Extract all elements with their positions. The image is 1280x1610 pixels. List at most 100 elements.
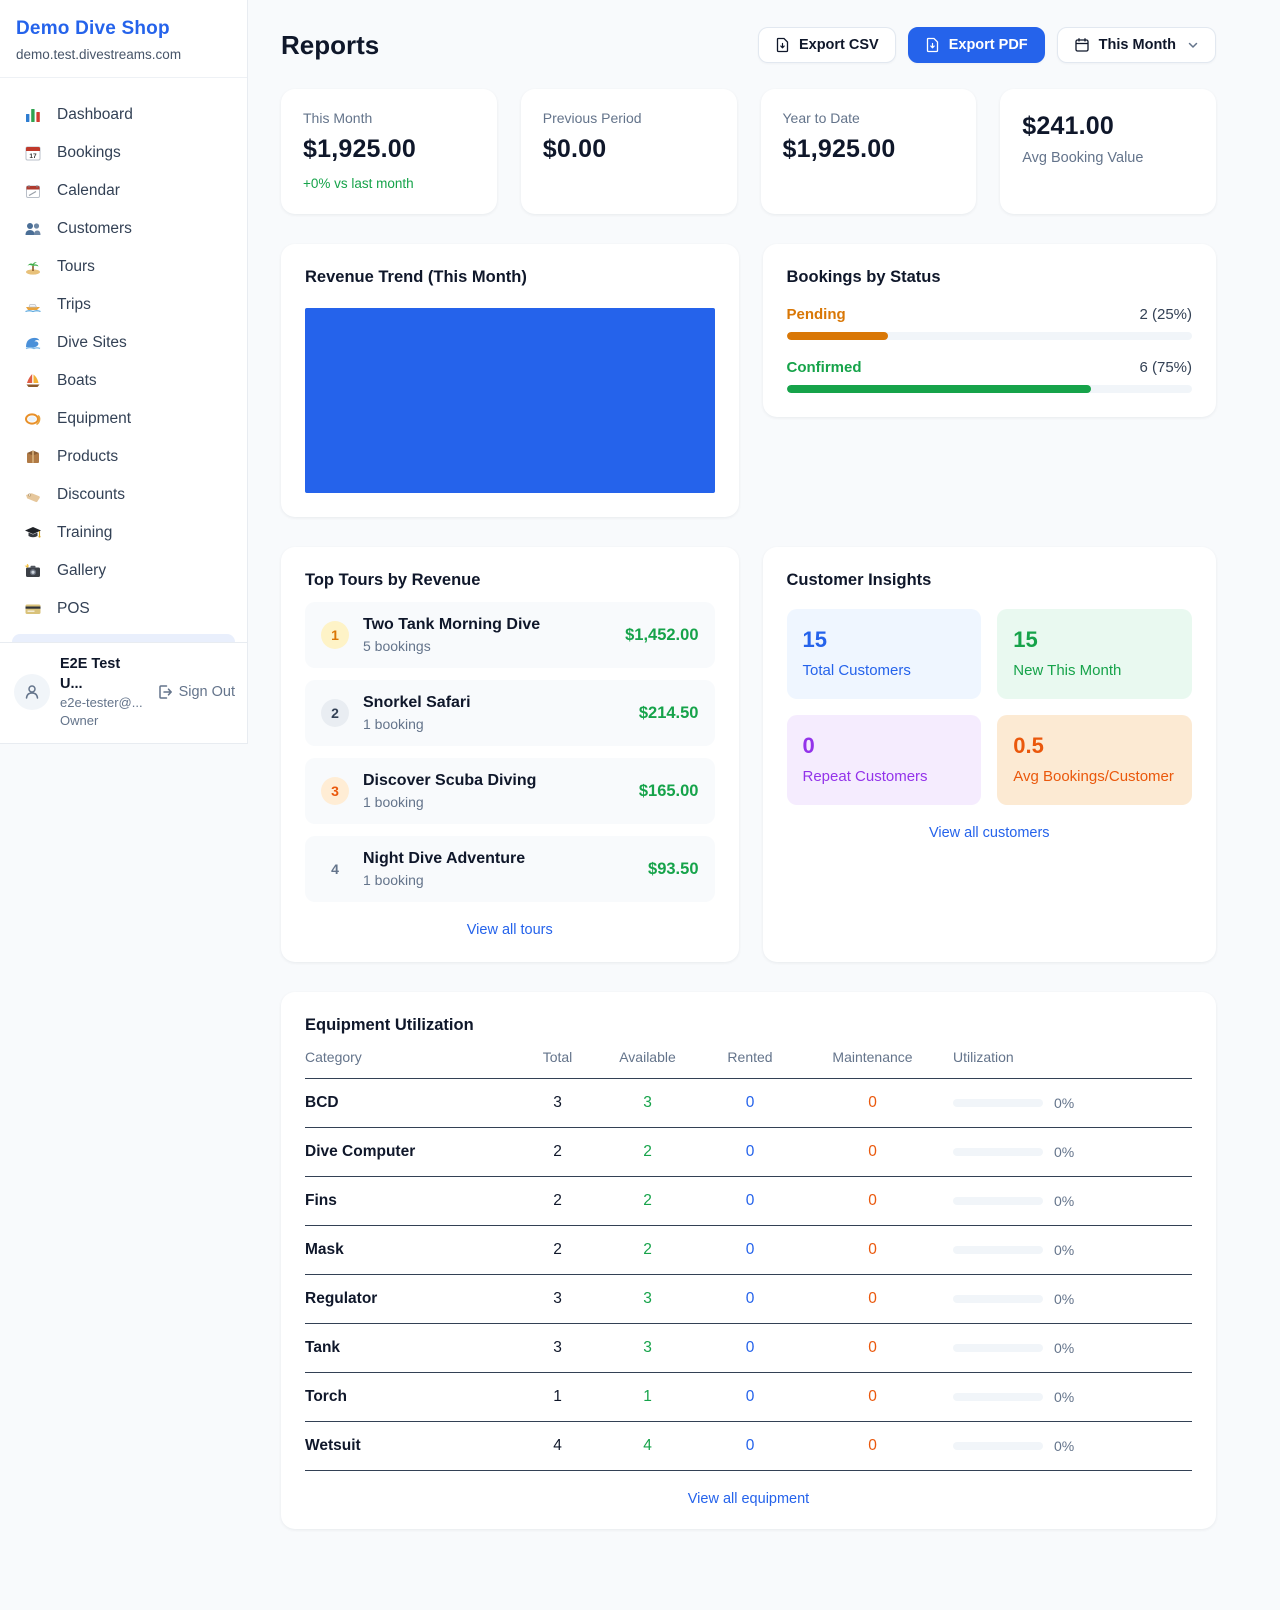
sidebar-item-products[interactable]: Products [12, 438, 235, 476]
diving-mask-icon [24, 410, 42, 428]
utilization-pct: 0% [1054, 1193, 1075, 1209]
utilization-track [953, 1246, 1043, 1254]
category-cell: Tank [305, 1339, 341, 1356]
sidebar-item-boats[interactable]: Boats [12, 362, 235, 400]
tour-bookings: 1 booking [363, 794, 424, 810]
utilization-pct: 0% [1054, 1389, 1075, 1405]
col-rented: Rented [727, 1049, 773, 1065]
table-row: Tank 3 3 0 0 0% [305, 1324, 1192, 1373]
view-all-customers-link[interactable]: View all customers [928, 825, 1050, 841]
stats-row: This Month $1,925.00 +0% vs last month P… [281, 89, 1216, 214]
utilization-cell: 0% [945, 1144, 1192, 1160]
brand-name: Demo Dive Shop [16, 18, 170, 39]
table-row: Dive Computer 2 2 0 0 0% [305, 1128, 1192, 1177]
total-cell: 2 [553, 1241, 562, 1258]
sidebar-item-discounts[interactable]: Discounts [12, 476, 235, 514]
export-pdf-button[interactable]: Export PDF [907, 27, 1045, 63]
view-all-equipment-link[interactable]: View all equipment [687, 1491, 810, 1507]
utilization-pct: 0% [1054, 1242, 1075, 1258]
desert-island-icon [24, 258, 42, 276]
rented-cell: 0 [745, 1339, 755, 1356]
utilization-track [953, 1442, 1043, 1450]
utilization-cell: 0% [945, 1438, 1192, 1454]
wave-icon [24, 334, 42, 352]
category-cell: Mask [305, 1241, 344, 1258]
active-nav-item-peek[interactable] [12, 634, 235, 642]
tile-value: 15 [802, 627, 827, 652]
sign-out-label: Sign Out [178, 684, 235, 701]
insight-tile-total-customers: 15 Total Customers [786, 609, 982, 699]
table-header: Category Total Available Rented Maintena… [305, 1035, 1192, 1079]
sidebar-item-calendar[interactable]: Calendar [12, 172, 235, 210]
sidebar-item-tours[interactable]: Tours [12, 248, 235, 286]
tour-name: Snorkel Safari [363, 694, 471, 711]
progress-fill [786, 332, 888, 340]
brand-block[interactable]: Demo Dive Shop demo.test.divestreams.com [0, 0, 247, 78]
stat-card-avg-booking-value: $241.00 Avg Booking Value [1000, 89, 1216, 214]
rented-cell: 0 [745, 1143, 755, 1160]
export-csv-button[interactable]: Export CSV [757, 27, 896, 63]
maintenance-cell: 0 [868, 1388, 877, 1405]
sidebar-item-training[interactable]: Training [12, 514, 235, 552]
utilization-track [953, 1099, 1043, 1107]
view-all-tours-link[interactable]: View all tours [466, 922, 553, 938]
tour-bookings: 1 booking [363, 716, 424, 732]
credit-card-icon [24, 600, 42, 618]
sign-out-button[interactable]: Sign Out [157, 684, 235, 700]
bookings-by-status-card: Bookings by Status Pending 2 (25%) Confi… [762, 244, 1216, 417]
utilization-pct: 0% [1054, 1144, 1075, 1160]
tile-label: Repeat Customers [802, 768, 928, 785]
period-dropdown[interactable]: This Month [1056, 27, 1216, 63]
stat-card-year-to-date: Year to Date $1,925.00 [760, 89, 977, 214]
stat-value: $241.00 [1022, 112, 1115, 140]
utilization-cell: 0% [945, 1242, 1192, 1258]
app-root: Demo Dive Shop demo.test.divestreams.com… [0, 0, 1280, 1573]
sidebar-item-bookings[interactable]: 17 Bookings [12, 134, 235, 172]
sidebar-item-customers[interactable]: Customers [12, 210, 235, 248]
tour-list-item: 1 Two Tank Morning Dive 5 bookings $1,45… [305, 602, 715, 668]
sidebar-item-label: Trips [57, 296, 91, 313]
calendar-icon: 17 [24, 144, 42, 162]
main-content: Reports Export CSV Export PDF This Month [248, 0, 1280, 1573]
utilization-track [953, 1148, 1043, 1156]
tour-name: Discover Scuba Diving [363, 772, 537, 789]
tear-off-calendar-icon [24, 182, 42, 200]
user-name: E2E Test U... [60, 656, 121, 692]
table-row: Wetsuit 4 4 0 0 0% [305, 1422, 1192, 1471]
tour-bookings: 5 bookings [363, 638, 431, 654]
status-count: 2 (25%) [1139, 306, 1192, 323]
sidebar-item-dashboard[interactable]: Dashboard [12, 96, 235, 134]
utilization-pct: 0% [1054, 1438, 1075, 1454]
bookings-by-status-title: Bookings by Status [786, 268, 941, 286]
page-title: Reports [281, 29, 380, 60]
table-row: Torch 1 1 0 0 0% [305, 1373, 1192, 1422]
col-available: Available [619, 1049, 676, 1065]
available-cell: 3 [643, 1339, 652, 1356]
maintenance-cell: 0 [868, 1437, 877, 1454]
sidebar-item-gallery[interactable]: Gallery [12, 552, 235, 590]
sidebar-item-trips[interactable]: Trips [12, 286, 235, 324]
insight-tiles: 15 Total Customers 15 New This Month 0 R… [786, 609, 1192, 805]
sidebar-item-label: Training [57, 524, 113, 541]
equipment-title: Equipment Utilization [305, 1016, 474, 1034]
sidebar-item-label: Calendar [57, 182, 120, 199]
sidebar-item-label: Tours [57, 258, 95, 275]
sidebar-item-pos[interactable]: POS [12, 590, 235, 628]
available-cell: 3 [643, 1290, 652, 1307]
total-cell: 3 [553, 1290, 562, 1307]
tour-list-item: 2 Snorkel Safari 1 booking $214.50 [305, 680, 715, 746]
tour-revenue: $214.50 [638, 703, 699, 722]
sidebar-item-label: Dashboard [57, 106, 133, 123]
category-cell: Torch [305, 1388, 347, 1405]
utilization-cell: 0% [945, 1095, 1192, 1111]
tour-bookings: 1 booking [363, 872, 424, 888]
progress-track [786, 385, 1192, 393]
category-cell: Regulator [305, 1290, 378, 1307]
status-row-pending: Pending 2 (25%) [786, 306, 1192, 340]
tile-value: 0 [802, 733, 815, 758]
rank-badge: 1 [321, 621, 349, 649]
sidebar-item-equipment[interactable]: Equipment [12, 400, 235, 438]
sidebar-item-dive-sites[interactable]: Dive Sites [12, 324, 235, 362]
calendar-outline-icon [1075, 38, 1089, 52]
stat-value: $1,925.00 [303, 135, 417, 163]
